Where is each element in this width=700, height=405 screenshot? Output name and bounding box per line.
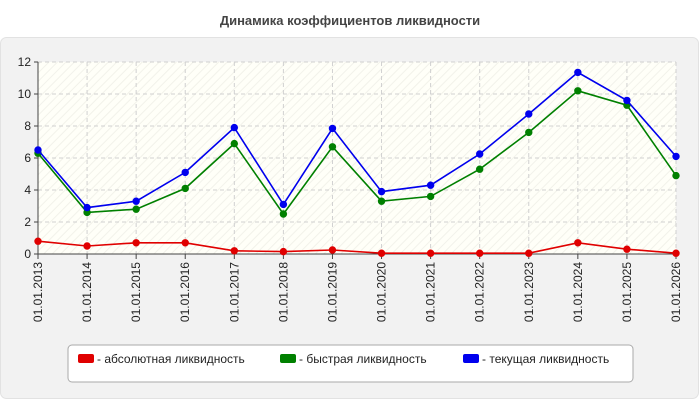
x-tick-label: 01.01.2026 <box>669 262 683 322</box>
series-line-3 <box>37 71 677 209</box>
x-tick-label: 01.01.2024 <box>571 262 585 322</box>
data-point-s3 <box>426 181 435 189</box>
data-point-s1 <box>426 249 435 257</box>
legend-swatch-2 <box>280 354 296 363</box>
x-tick-label: 01.01.2014 <box>80 262 94 322</box>
data-point-s2 <box>672 171 680 180</box>
data-point-s3 <box>377 187 386 196</box>
x-tick-label: 01.01.2022 <box>473 262 487 322</box>
data-point-s2 <box>525 128 533 137</box>
legend-label-1: - абсолютная ликвидность <box>97 352 245 366</box>
data-point-s1 <box>475 249 484 257</box>
y-tick-label: 10 <box>18 87 32 101</box>
data-point-s2 <box>181 184 189 193</box>
chart-title: Динамика коэффициентов ликвидности <box>220 13 480 28</box>
data-point-s1 <box>230 247 239 255</box>
data-point-s1 <box>83 242 91 250</box>
data-point-s3 <box>672 152 680 161</box>
y-tick-label: 0 <box>24 247 31 261</box>
data-point-s3 <box>181 168 189 177</box>
data-point-s3 <box>328 124 337 133</box>
legend-swatch-3 <box>463 354 479 363</box>
x-tick-label: 01.01.2023 <box>522 262 536 322</box>
data-point-s1 <box>328 246 337 254</box>
data-point-s2 <box>574 87 582 95</box>
x-tick-label: 01.01.2021 <box>424 262 438 322</box>
data-point-s3 <box>230 123 239 132</box>
data-point-s1 <box>672 249 680 257</box>
data-point-s1 <box>132 239 140 247</box>
y-tick-label: 12 <box>18 55 32 69</box>
legend-label-2: - быстрая ликвидность <box>299 352 427 366</box>
data-point-s3 <box>525 110 533 118</box>
series-group <box>34 68 680 257</box>
data-point-s3 <box>83 203 91 212</box>
x-tick-label: 01.01.2015 <box>129 262 143 322</box>
series-line-2 <box>37 89 677 216</box>
x-tick-label: 01.01.2025 <box>620 262 634 322</box>
data-point-s2 <box>328 143 337 151</box>
data-point-s2 <box>132 205 140 213</box>
data-point-s2 <box>377 197 386 205</box>
data-point-s3 <box>623 96 631 105</box>
x-tick-label: 01.01.2019 <box>325 262 339 322</box>
data-point-s2 <box>426 192 435 201</box>
x-tick-label: 01.01.2020 <box>375 262 389 322</box>
data-point-s1 <box>525 249 533 257</box>
data-point-s1 <box>377 249 386 257</box>
data-point-s3 <box>279 200 288 209</box>
data-point-s1 <box>279 247 288 256</box>
x-tick-label: 01.01.2013 <box>31 262 45 322</box>
data-point-s1 <box>574 239 582 247</box>
legend-swatch-1 <box>78 354 94 363</box>
legend-label-3: - текущая ликвидность <box>482 352 609 366</box>
series-line-1 <box>37 240 677 254</box>
data-point-s3 <box>475 150 484 158</box>
data-point-s2 <box>230 139 239 148</box>
legend-box <box>67 344 634 383</box>
x-tick-label: 01.01.2017 <box>227 262 241 322</box>
data-point-s1 <box>623 245 631 253</box>
data-point-s1 <box>34 237 42 245</box>
y-tick-label: 4 <box>24 183 31 197</box>
data-point-s1 <box>181 239 189 247</box>
y-tick-label: 8 <box>24 119 31 133</box>
legend: - абсолютная ликвидность - быстрая ликвид… <box>67 344 634 383</box>
y-tick-label: 6 <box>24 151 31 165</box>
axes: 0 2 4 6 8 10 12 01.01.2013 01.01.2014 01.01.2015 0… <box>18 55 683 322</box>
data-point-s3 <box>132 197 140 205</box>
y-tick-label: 2 <box>24 215 31 229</box>
data-point-s3 <box>574 68 582 77</box>
data-point-s3 <box>34 146 42 154</box>
x-tick-label: 01.01.2016 <box>178 262 192 322</box>
x-tick-label: 01.01.2018 <box>276 262 290 322</box>
data-point-s2 <box>279 210 288 218</box>
data-point-s2 <box>475 165 484 173</box>
